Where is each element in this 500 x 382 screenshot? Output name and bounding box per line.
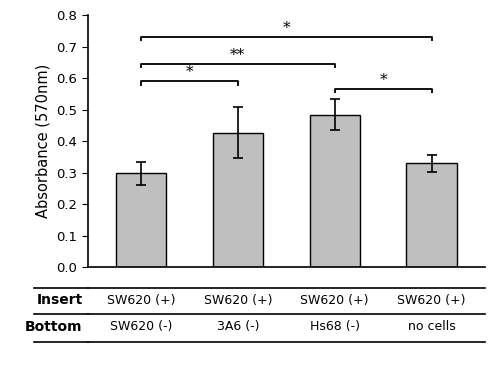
Text: SW620 (+): SW620 (+): [204, 294, 272, 307]
Text: SW620 (+): SW620 (+): [300, 294, 369, 307]
Text: SW620 (+): SW620 (+): [106, 294, 175, 307]
Bar: [116, 173, 166, 267]
Text: SW620 (-): SW620 (-): [110, 320, 172, 333]
Text: Hs68 (-): Hs68 (-): [310, 320, 360, 333]
Text: Insert: Insert: [36, 293, 82, 307]
Text: *: *: [186, 65, 193, 79]
Text: *: *: [380, 73, 387, 87]
Text: SW620 (+): SW620 (+): [398, 294, 466, 307]
Text: 3A6 (-): 3A6 (-): [216, 320, 259, 333]
Text: Bottom: Bottom: [25, 320, 82, 333]
Y-axis label: Absorbance (570nm): Absorbance (570nm): [36, 64, 51, 219]
Bar: [406, 163, 457, 267]
Text: no cells: no cells: [408, 320, 456, 333]
Text: *: *: [282, 21, 290, 35]
Bar: [212, 133, 263, 267]
Bar: [310, 115, 360, 267]
Text: **: **: [230, 48, 246, 62]
